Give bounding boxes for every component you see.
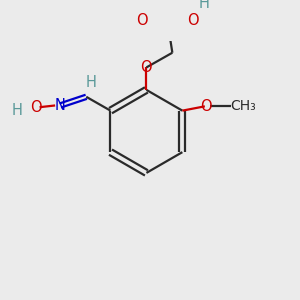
Text: N: N [55, 98, 66, 113]
Text: CH₃: CH₃ [230, 99, 256, 113]
Text: O: O [200, 99, 212, 114]
Text: O: O [141, 60, 152, 75]
Text: O: O [187, 13, 199, 28]
Text: H: H [12, 103, 22, 118]
Text: H: H [199, 0, 210, 11]
Text: O: O [30, 100, 42, 115]
Text: O: O [136, 13, 148, 28]
Text: H: H [85, 76, 96, 91]
